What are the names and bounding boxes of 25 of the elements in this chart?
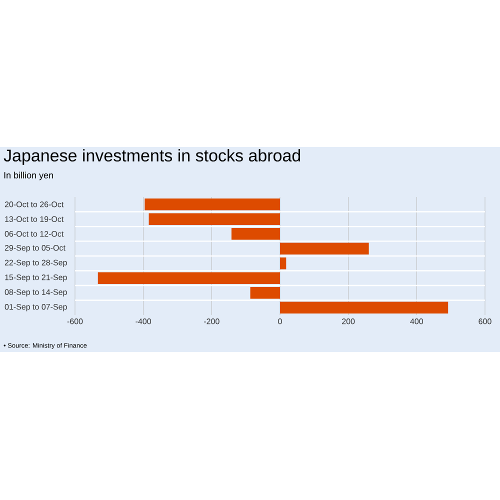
y-tick-label: 29-Sep to 05-Oct [4, 245, 66, 252]
y-tick-label: 08-Sep to 14-Sep [4, 289, 67, 296]
x-tick-label: -600 [67, 318, 83, 324]
bar [280, 302, 448, 314]
x-tick-label: -400 [136, 318, 152, 324]
bar [98, 272, 280, 284]
bar [280, 257, 286, 270]
bar [231, 228, 280, 240]
y-tick-label: 20-Oct to 26-Oct [4, 202, 64, 208]
y-tick-label: 15-Sep to 21-Sep [5, 274, 67, 282]
bar [148, 213, 280, 226]
x-tick-label: 400 [410, 318, 424, 324]
chart-subtitle: In billion yen [4, 172, 53, 180]
y-tick-label: 06-Oct to 12-Oct [4, 231, 64, 237]
bar [144, 198, 280, 210]
x-tick-label: -200 [204, 318, 220, 324]
bar [280, 242, 369, 255]
x-tick-label: 200 [342, 318, 355, 324]
x-tick-label: 0 [278, 318, 282, 324]
y-tick-label: 13-Oct to 19-Oct [5, 216, 64, 222]
y-tick-label: 22-Sep to 28-Sep [4, 260, 67, 267]
bar [250, 286, 280, 299]
chart-title: Japanese investments in stocks abroad [4, 149, 300, 165]
x-tick-label: 600 [478, 318, 492, 324]
y-tick-label: 01-Sep to 07-Sep [4, 304, 67, 312]
